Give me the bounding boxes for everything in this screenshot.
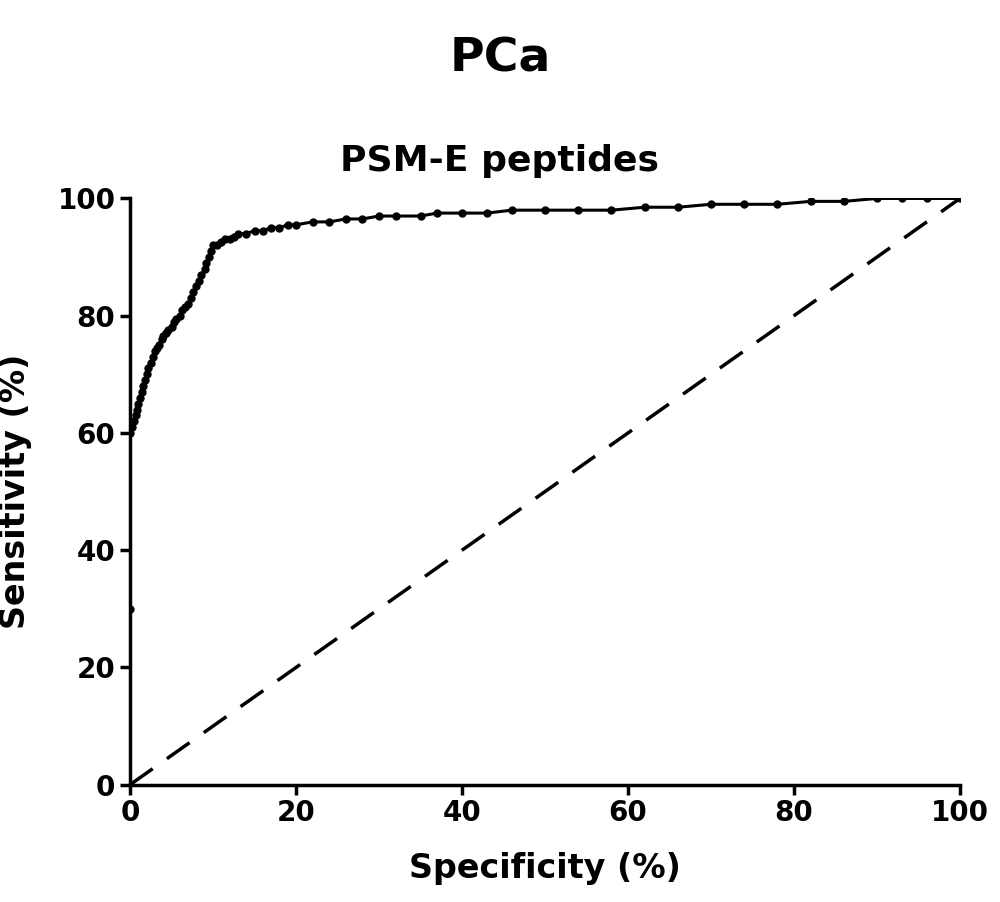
Text: PCa: PCa <box>449 36 551 81</box>
X-axis label: Specificity (%): Specificity (%) <box>409 852 681 886</box>
Text: PSM-E peptides: PSM-E peptides <box>340 144 660 179</box>
Y-axis label: Sensitivity (%): Sensitivity (%) <box>0 354 32 630</box>
